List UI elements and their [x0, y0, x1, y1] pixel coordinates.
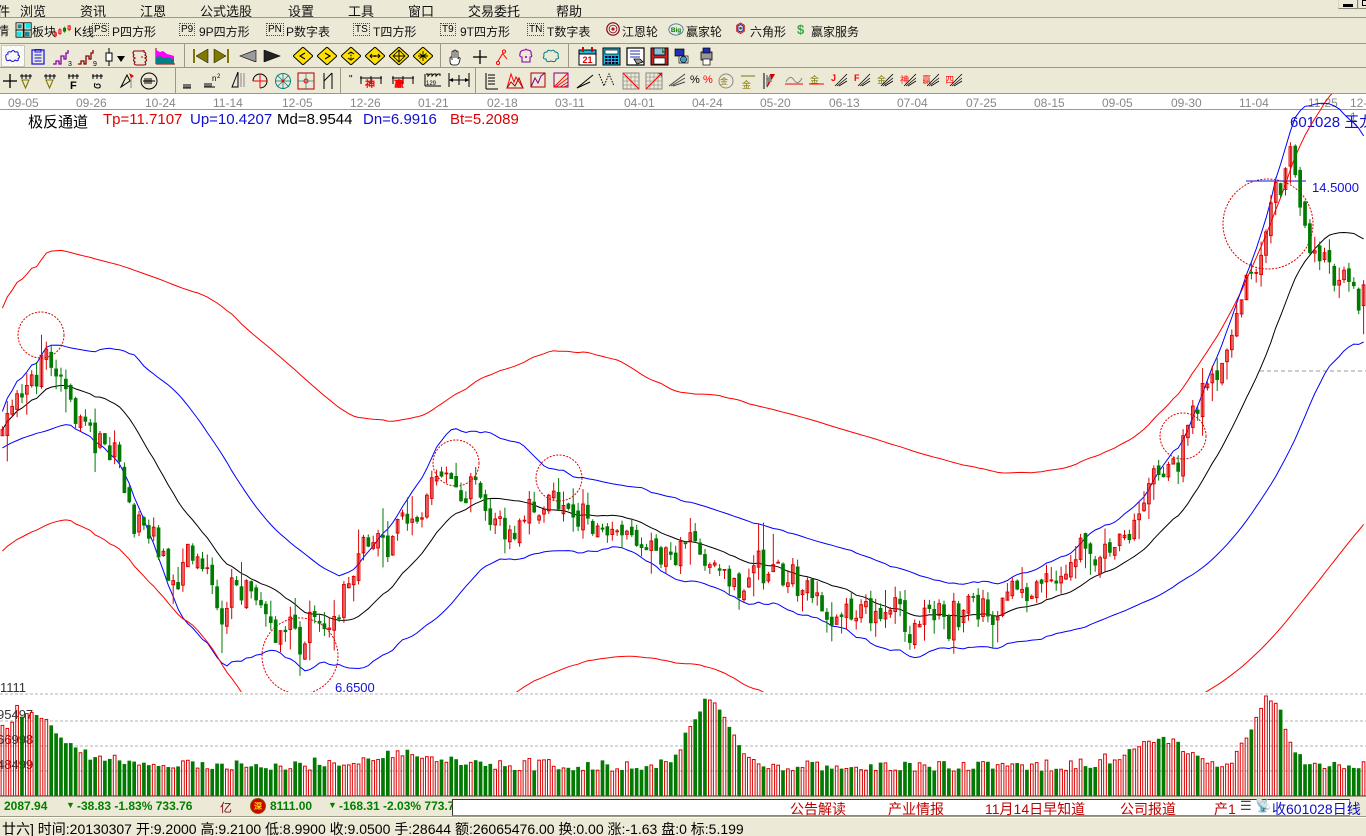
- svg-text:6.6500: 6.6500: [335, 680, 375, 695]
- svg-text:n: n: [212, 74, 216, 83]
- svg-text:神: 神: [365, 78, 375, 88]
- svg-text:金: 金: [810, 74, 819, 85]
- svg-text:9: 9: [93, 61, 97, 66]
- svg-text:金: 金: [742, 79, 751, 90]
- svg-text:金: 金: [877, 74, 886, 85]
- svg-text:Big: Big: [671, 27, 681, 34]
- svg-text:2: 2: [217, 74, 221, 80]
- svg-text:F: F: [70, 80, 77, 91]
- svg-text:J: J: [831, 73, 836, 83]
- svg-text:129: 129: [426, 81, 437, 87]
- svg-text:金: 金: [720, 76, 728, 86]
- svg-text:深: 深: [254, 801, 262, 811]
- svg-text:14.5000: 14.5000: [1312, 180, 1359, 195]
- svg-text:神: 神: [900, 74, 909, 85]
- svg-text:赢: 赢: [394, 78, 404, 88]
- svg-text:21: 21: [582, 55, 592, 65]
- svg-text:3: 3: [68, 61, 72, 66]
- svg-text:F: F: [854, 73, 860, 83]
